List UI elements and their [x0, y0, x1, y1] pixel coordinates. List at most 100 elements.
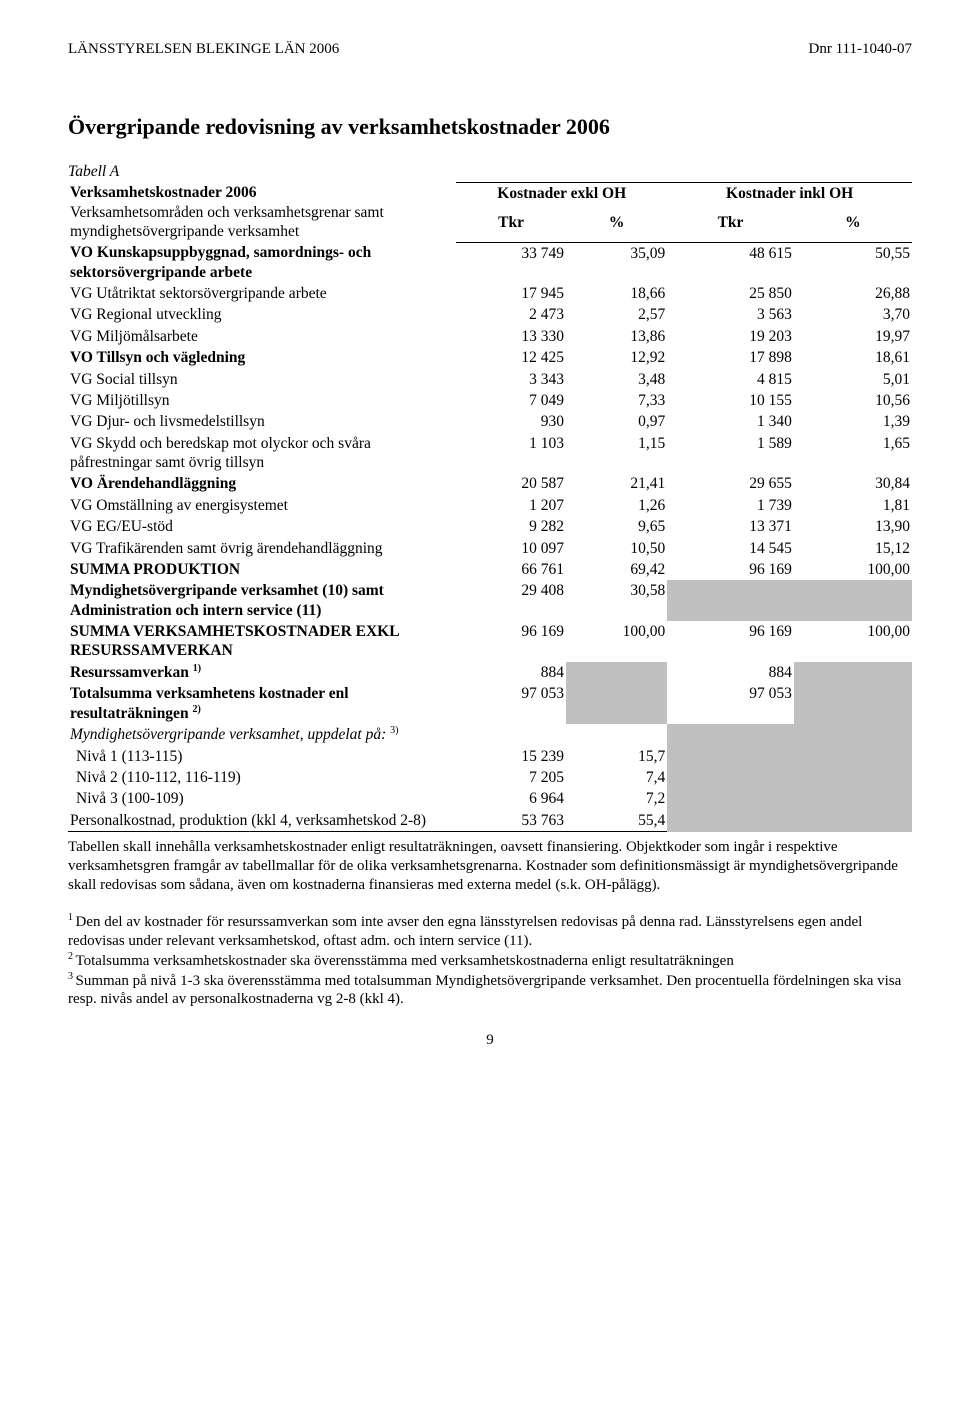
table-row: VG Utåtriktat sektorsövergripande arbete… [68, 283, 912, 304]
cell-c4: 100,00 [794, 559, 912, 580]
cell-c4: 15,12 [794, 538, 912, 559]
cell-c3: 1 739 [667, 495, 794, 516]
cell-label: Myndighetsövergripande verksamhet (10) s… [68, 580, 456, 621]
cell-label: Personalkostnad, produktion (kkl 4, verk… [68, 810, 456, 832]
row-resurssamverkan: Resurssamverkan 1) 884 884 [68, 662, 912, 684]
cell-c3: 48 615 [667, 242, 794, 283]
cell-c1: 66 761 [456, 559, 566, 580]
table-row: VG Miljömålsarbete13 33013,8619 20319,97 [68, 326, 912, 347]
cell-c1: 96 169 [456, 621, 566, 662]
table-row: VG Skydd och beredskap mot olyckor och s… [68, 433, 912, 474]
cell-c3: 1 340 [667, 411, 794, 432]
cell-c4: 1,65 [794, 433, 912, 474]
table-row: SUMMA PRODUKTION66 76169,4296 169100,00 [68, 559, 912, 580]
cell-label: VG Djur- och livsmedelstillsyn [68, 411, 456, 432]
cell-c1: 33 749 [456, 242, 566, 283]
cell-c1: 10 097 [456, 538, 566, 559]
cell-c3-blocked [667, 580, 794, 621]
table-row: VG Regional utveckling2 4732,573 5633,70 [68, 304, 912, 325]
col-head-right: Kostnader inkl OH [667, 182, 912, 212]
cell-c2: 1,26 [566, 495, 667, 516]
uppdelat-label: Myndighetsövergripande verksamhet, uppde… [70, 726, 390, 743]
cell-c2: 1,15 [566, 433, 667, 474]
cell-c4: 18,61 [794, 347, 912, 368]
footnote-3: 3 Summan på nivå 1-3 ska överensstämma m… [68, 971, 912, 1010]
row-myndighetsovergripande: Myndighetsövergripande verksamhet (10) s… [68, 580, 912, 621]
cell-c2: 7,4 [566, 767, 667, 788]
table-row: VG Social tillsyn3 3433,484 8155,01 [68, 369, 912, 390]
cell-label: VG Social tillsyn [68, 369, 456, 390]
table-row: VG EG/EU-stöd9 2829,6513 37113,90 [68, 516, 912, 537]
footnote-2-text: Totalsumma verksamhetskostnader ska över… [76, 953, 734, 969]
header-left: LÄNSSTYRELSEN BLEKINGE LÄN 2006 [68, 40, 339, 59]
cell-c3: 25 850 [667, 283, 794, 304]
cell-c1: 12 425 [456, 347, 566, 368]
cell-label: VG EG/EU-stöd [68, 516, 456, 537]
table-row: VO Kunskapsuppbyggnad, samordnings- och … [68, 242, 912, 283]
cell-c4: 30,84 [794, 473, 912, 494]
cell-c2: 12,92 [566, 347, 667, 368]
cell-c3: 4 815 [667, 369, 794, 390]
footnote-3-text: Summan på nivå 1-3 ska överensstämma med… [68, 973, 901, 1008]
resurs-label: Resurssamverkan [70, 664, 193, 681]
row-summa-exkl: SUMMA VERKSAMHETSKOSTNADER EXKL RESURSSA… [68, 621, 912, 662]
subhead-tkr1: Tkr [456, 212, 566, 242]
header-right: Dnr 111-1040-07 [809, 40, 912, 59]
cell-label: Nivå 1 (113-115) [68, 746, 456, 767]
footnote-1: 1 Den del av kostnader för resurssamverk… [68, 912, 912, 951]
cell-c2: 0,97 [566, 411, 667, 432]
table-row: VO Ärendehandläggning20 58721,4129 65530… [68, 473, 912, 494]
cell-c1: 17 945 [456, 283, 566, 304]
cell-c2: 7,33 [566, 390, 667, 411]
cell-label: Totalsumma verksamhetens kostnader enl r… [68, 683, 456, 724]
cell-c3: 1 589 [667, 433, 794, 474]
cell-label: Resurssamverkan 1) [68, 662, 456, 684]
cell-c3: 96 169 [667, 559, 794, 580]
cell-label: VG Trafikärenden samt övrig ärendehandlä… [68, 538, 456, 559]
cell-c4-blocked [794, 683, 912, 724]
cell-c1: 1 103 [456, 433, 566, 474]
cell-c3: 10 155 [667, 390, 794, 411]
cell-c2: 3,48 [566, 369, 667, 390]
footnote-marker-3: 3) [390, 725, 398, 736]
intro-line1: Verksamhetskostnader 2006 [70, 184, 256, 201]
subhead-pct2: % [794, 212, 912, 242]
subhead-pct1: % [566, 212, 667, 242]
cell-c1: 6 964 [456, 788, 566, 809]
cell-c1: 97 053 [456, 683, 566, 724]
cell-c3: 17 898 [667, 347, 794, 368]
cell-c1: 20 587 [456, 473, 566, 494]
row-uppdelat-header: Myndighetsövergripande verksamhet, uppde… [68, 724, 912, 746]
cell-c1: 15 239 [456, 746, 566, 767]
cell-c4: 10,56 [794, 390, 912, 411]
col-head-left: Kostnader exkl OH [456, 182, 667, 212]
cell-c3: 29 655 [667, 473, 794, 494]
cell-label: Myndighetsövergripande verksamhet, uppde… [68, 724, 456, 746]
cell-label: VG Miljötillsyn [68, 390, 456, 411]
cell-c4: 13,90 [794, 516, 912, 537]
cell-c2: 15,7 [566, 746, 667, 767]
cell-c2: 18,66 [566, 283, 667, 304]
cell-label: VO Kunskapsuppbyggnad, samordnings- och … [68, 242, 456, 283]
cell-c4: 50,55 [794, 242, 912, 283]
footnote-marker-2: 2) [192, 704, 200, 715]
table-row: VG Omställning av energisystemet1 2071,2… [68, 495, 912, 516]
cell-label: VG Skydd och beredskap mot olyckor och s… [68, 433, 456, 474]
footnote-2: 2 Totalsumma verksamhetskostnader ska öv… [68, 951, 912, 971]
footnote-1-text: Den del av kostnader för resurssamverkan… [68, 914, 862, 949]
cell-c4: 26,88 [794, 283, 912, 304]
cell-c4-blocked [794, 580, 912, 621]
cell-c3: 97 053 [667, 683, 794, 724]
cell-label: Nivå 3 (100-109) [68, 788, 456, 809]
cell-c2: 55,4 [566, 810, 667, 832]
cell-c4: 5,01 [794, 369, 912, 390]
cell-c1: 13 330 [456, 326, 566, 347]
cell-c1: 1 207 [456, 495, 566, 516]
cell-c4: 100,00 [794, 621, 912, 662]
cell-c2: 10,50 [566, 538, 667, 559]
cell-c1: 2 473 [456, 304, 566, 325]
cell-c1: 7 049 [456, 390, 566, 411]
cell-c3: 14 545 [667, 538, 794, 559]
cell-label: VG Miljömålsarbete [68, 326, 456, 347]
table-row: VG Djur- och livsmedelstillsyn9300,971 3… [68, 411, 912, 432]
